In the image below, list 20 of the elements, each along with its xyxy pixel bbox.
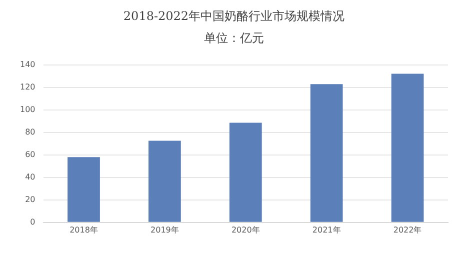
x-tick-label: 2020年 [231,225,260,234]
chart-title: 2018-2022年中国奶酪行业市场规模情况 [122,8,346,25]
y-tick-label: 0 [30,217,36,226]
bar [310,84,343,222]
y-tick-label: 60 [25,150,36,159]
y-tick-label: 80 [25,127,36,136]
x-tick-label: 2021年 [312,225,341,234]
y-tick-label: 140 [20,60,36,69]
bar [148,140,181,222]
y-tick-label: 100 [20,104,36,114]
bar [229,122,262,222]
chart-subtitle: 单位：亿元 [203,30,265,47]
x-tick-label: 2018年 [70,225,98,234]
x-tick-label: 2019年 [150,225,179,234]
bar [391,74,424,222]
y-tick-label: 20 [25,194,36,204]
y-tick-label: 40 [25,172,36,182]
bar [68,157,100,222]
y-tick-label: 120 [20,82,36,92]
x-tick-label: 2022年 [393,225,422,234]
